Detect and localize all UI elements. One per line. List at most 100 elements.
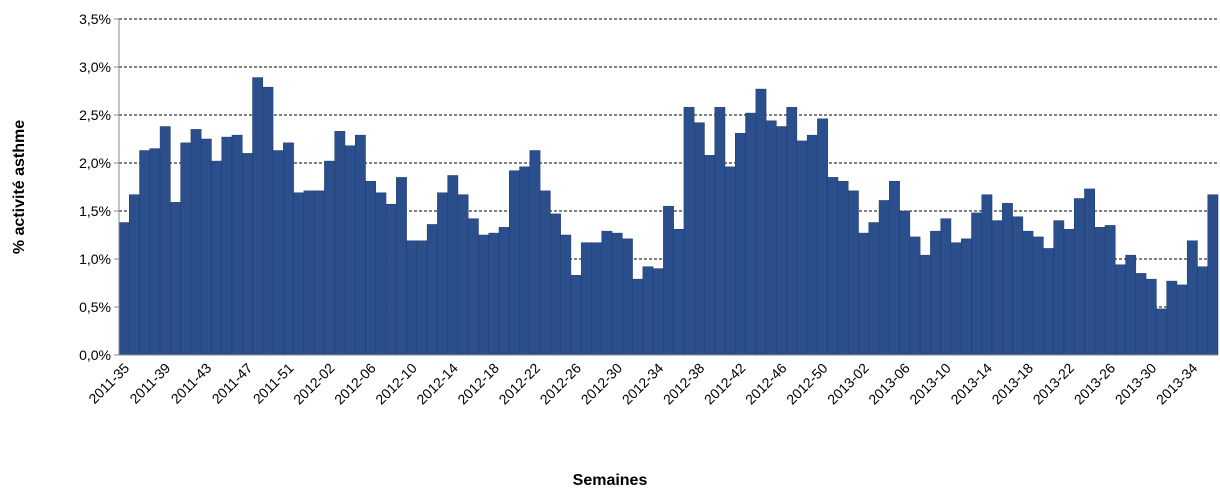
bar xyxy=(1012,216,1024,356)
bar xyxy=(950,242,962,356)
x-tick-label: 2013-18 xyxy=(988,360,1036,408)
x-axis-label: Semaines xyxy=(573,472,648,489)
bar xyxy=(375,192,387,356)
y-tick-label: 3,5% xyxy=(79,11,111,27)
x-tick-label: 2012-50 xyxy=(783,360,831,408)
x-tick-label: 2012-18 xyxy=(454,360,502,408)
x-tick-label: 2013-06 xyxy=(865,360,913,408)
bar xyxy=(1115,264,1126,356)
bar xyxy=(1186,240,1198,356)
bar xyxy=(837,180,849,356)
x-tick-label: 2013-10 xyxy=(906,360,954,408)
bar xyxy=(1145,278,1157,356)
x-tick-label: 2012-22 xyxy=(495,360,543,408)
bar xyxy=(467,218,479,356)
bar xyxy=(406,240,418,356)
bar xyxy=(170,202,181,356)
x-tick-label: 2013-30 xyxy=(1112,360,1160,408)
bar xyxy=(858,232,870,356)
bar xyxy=(426,224,438,356)
x-tick-label: 2012-34 xyxy=(619,360,667,408)
bar xyxy=(1022,230,1034,356)
y-tick-label: 3,0% xyxy=(79,59,111,75)
bar xyxy=(498,227,510,356)
bar xyxy=(457,194,469,356)
bar xyxy=(652,268,664,356)
bar xyxy=(693,122,705,356)
bar xyxy=(437,192,448,356)
bar xyxy=(1094,227,1106,356)
bar xyxy=(1156,308,1167,356)
bar xyxy=(242,153,253,356)
bar xyxy=(344,145,356,356)
y-tick-label: 1,0% xyxy=(79,251,111,267)
x-tick-label: 2013-02 xyxy=(824,360,872,408)
bar xyxy=(919,254,931,356)
bar xyxy=(149,148,161,356)
bar xyxy=(899,210,911,356)
bar xyxy=(509,170,520,356)
bar xyxy=(847,190,859,356)
bar xyxy=(478,234,490,356)
x-tick-label: 2012-06 xyxy=(331,360,379,408)
bar xyxy=(806,134,818,356)
x-tick-label: 2011-39 xyxy=(126,360,173,407)
bar xyxy=(252,77,264,356)
bar xyxy=(704,155,715,356)
x-tick-label: 2012-46 xyxy=(742,360,790,408)
bar xyxy=(221,136,233,356)
bar xyxy=(735,132,746,356)
bar xyxy=(745,112,757,356)
bar xyxy=(190,129,202,356)
x-tick-label: 2012-26 xyxy=(537,360,585,408)
bar xyxy=(313,190,325,356)
x-tick-label: 2011-43 xyxy=(168,360,215,407)
bar xyxy=(1176,284,1188,356)
bar xyxy=(272,150,284,356)
bar xyxy=(529,150,541,356)
bar xyxy=(303,190,315,356)
bar xyxy=(981,194,993,356)
bar xyxy=(447,175,459,356)
y-tick-label: 2,5% xyxy=(79,107,111,123)
bar xyxy=(1043,248,1054,356)
bar xyxy=(580,242,592,356)
y-axis-label: % activité asthme xyxy=(11,120,28,254)
bar xyxy=(683,107,695,356)
bar xyxy=(139,150,151,356)
x-tick-label: 2011-47 xyxy=(209,360,256,407)
bar xyxy=(755,88,767,356)
bar xyxy=(1104,225,1116,356)
bar xyxy=(416,240,428,356)
bar xyxy=(211,160,222,356)
bar xyxy=(200,138,212,356)
bar xyxy=(1084,188,1095,356)
bar xyxy=(1166,280,1178,356)
bar xyxy=(663,205,674,356)
bar xyxy=(909,236,921,356)
bar xyxy=(611,232,623,356)
bar xyxy=(622,238,633,356)
bar xyxy=(960,238,972,356)
bar xyxy=(796,140,808,356)
bar xyxy=(560,234,572,356)
bar xyxy=(262,86,274,356)
bar xyxy=(601,230,613,356)
bar xyxy=(889,180,900,356)
bar xyxy=(1207,194,1219,356)
x-tick-label: 2012-30 xyxy=(578,360,626,408)
bar xyxy=(724,166,736,356)
y-tick-label: 2,0% xyxy=(79,155,111,171)
bar xyxy=(396,177,407,356)
bar xyxy=(632,278,644,356)
x-tick-label: 2012-10 xyxy=(372,360,420,408)
bar xyxy=(1002,203,1013,356)
y-tick-label: 0,0% xyxy=(79,347,111,363)
bar xyxy=(354,134,366,356)
x-tick-label: 2011-51 xyxy=(250,360,297,407)
y-tick-label: 0,5% xyxy=(79,299,111,315)
bar xyxy=(385,204,397,356)
bar xyxy=(365,180,377,356)
bar xyxy=(1053,220,1065,356)
bar xyxy=(1135,273,1147,356)
